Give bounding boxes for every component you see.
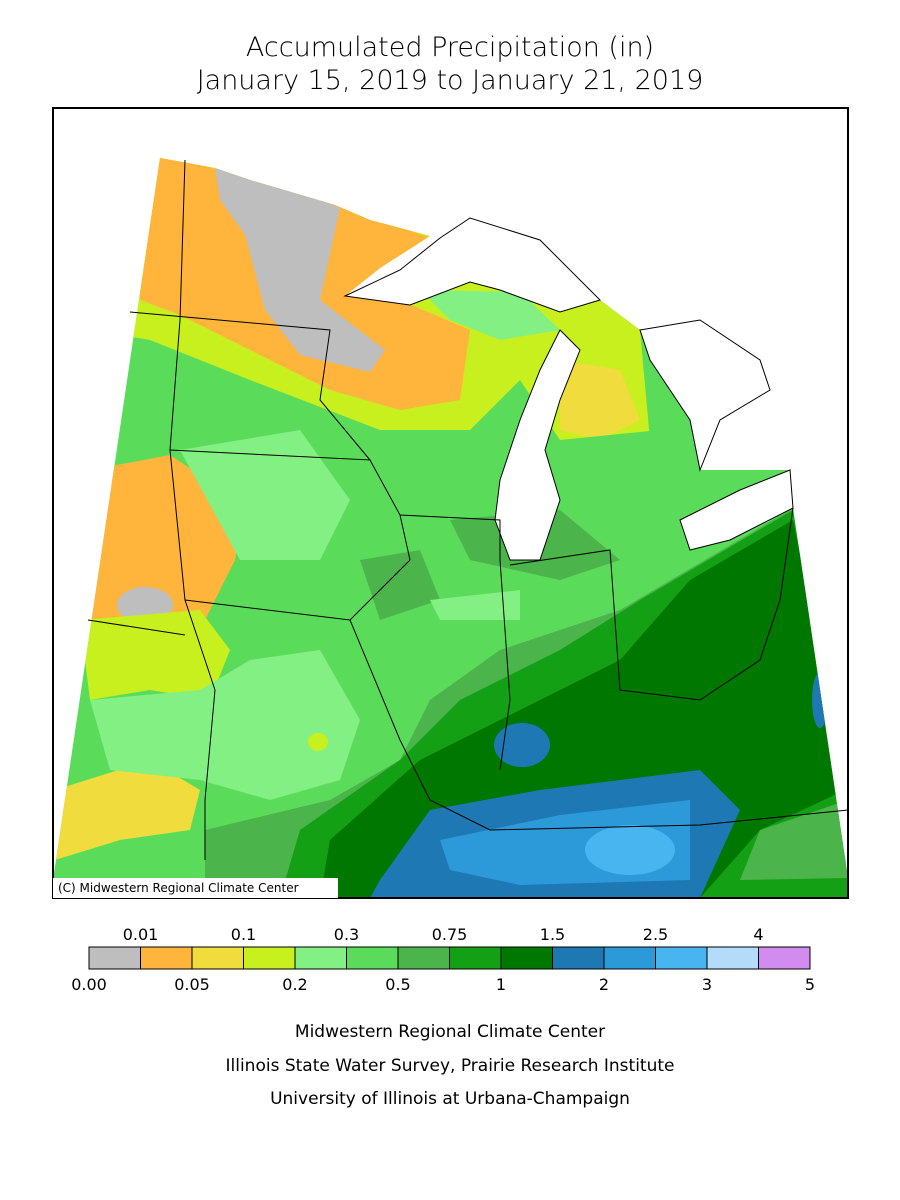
field xyxy=(740,800,848,880)
legend-label: 4 xyxy=(753,925,763,944)
legend-label: 0.75 xyxy=(432,925,468,944)
legend-swatch xyxy=(449,946,502,970)
field xyxy=(585,825,675,875)
state-line xyxy=(399,514,511,771)
legend-label: 5 xyxy=(805,975,815,994)
state-line xyxy=(129,311,372,461)
map-frame xyxy=(52,107,849,899)
legend-swatch xyxy=(758,946,811,970)
legend-label: 2.5 xyxy=(643,925,668,944)
field xyxy=(494,723,550,767)
footer-line: Midwestern Regional Climate Center xyxy=(295,1022,605,1042)
legend-swatch xyxy=(140,946,193,970)
legend-label: 1.5 xyxy=(540,925,565,944)
lake xyxy=(639,319,771,472)
footer-line: University of Illinois at Urbana-Champai… xyxy=(270,1089,630,1109)
legend-label: 0.00 xyxy=(71,975,107,994)
legend-swatch xyxy=(294,946,347,970)
state-line xyxy=(87,619,186,636)
legend-swatch xyxy=(88,946,141,970)
field xyxy=(360,550,440,620)
field xyxy=(420,290,560,340)
field xyxy=(812,672,828,728)
credit-box xyxy=(53,878,338,898)
lake xyxy=(343,217,601,313)
field xyxy=(540,430,700,520)
field xyxy=(308,733,328,751)
state-line xyxy=(509,507,794,701)
legend-label: 3 xyxy=(702,975,712,994)
legend-label: 0.01 xyxy=(123,925,159,944)
credit: (C) Midwestern Regional Climate Center xyxy=(58,881,299,895)
legend-swatch xyxy=(603,946,656,970)
legend-label: 2 xyxy=(599,975,609,994)
map: (C) Midwestern Regional Climate Center xyxy=(52,107,849,899)
field xyxy=(55,760,200,860)
field xyxy=(560,360,640,440)
legend-label: 0.5 xyxy=(385,975,410,994)
subtitle: January 15, 2019 to January 21, 2019 xyxy=(197,65,704,96)
legend-swatch xyxy=(552,946,605,970)
legend-swatch xyxy=(706,946,759,970)
legend: 0.00 0.01 0.05 0.1 0.2 0.3 0.5 0.75 1 1.5 2 2.5 3 4 5 xyxy=(71,925,815,994)
legend-swatch xyxy=(655,946,708,970)
state-line xyxy=(349,619,849,831)
footer-line: Illinois State Water Survey, Prairie Res… xyxy=(226,1056,675,1076)
field xyxy=(180,430,350,560)
legend-swatch xyxy=(397,946,450,970)
field xyxy=(430,590,520,620)
legend-swatch xyxy=(191,946,244,970)
legend-swatch xyxy=(500,946,553,970)
legend-swatch xyxy=(346,946,399,970)
legend-label: 0.05 xyxy=(174,975,210,994)
legend-label: 1 xyxy=(496,975,506,994)
lake xyxy=(494,329,581,561)
legend-label: 0.2 xyxy=(282,975,307,994)
field xyxy=(90,650,360,800)
legend-swatch xyxy=(243,946,296,970)
title: Accumulated Precipitation (in) xyxy=(246,32,654,63)
field xyxy=(80,610,230,700)
state-line xyxy=(184,459,411,621)
legend-label: 0.1 xyxy=(231,925,256,944)
field xyxy=(215,168,385,372)
legend-label: 0.3 xyxy=(334,925,359,944)
